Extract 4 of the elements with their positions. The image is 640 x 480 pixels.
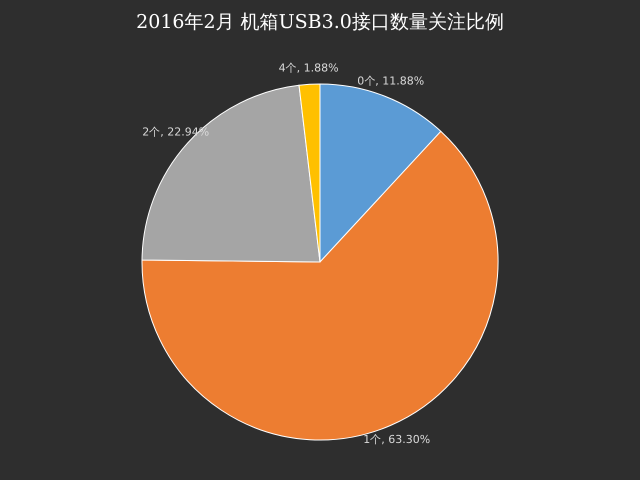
slice-label: 0个, 11.88% — [357, 74, 424, 88]
slice-label: 4个, 1.88% — [278, 61, 339, 74]
slice-label: 1个, 63.30% — [363, 433, 430, 446]
chart-title: 2016年2月 机箱USB3.0接口数量关注比例 — [136, 11, 504, 33]
